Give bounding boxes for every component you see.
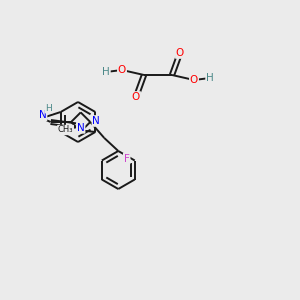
Text: N: N <box>39 110 46 120</box>
Text: O: O <box>132 92 140 102</box>
Text: H: H <box>102 67 110 77</box>
Text: O: O <box>176 48 184 58</box>
Text: CH₃: CH₃ <box>58 125 73 134</box>
Text: F: F <box>124 154 130 164</box>
Text: O: O <box>118 65 126 75</box>
Text: N: N <box>92 116 100 126</box>
Text: N: N <box>77 123 85 133</box>
Text: H: H <box>45 104 52 113</box>
Text: O: O <box>190 75 198 85</box>
Text: H: H <box>206 73 214 83</box>
